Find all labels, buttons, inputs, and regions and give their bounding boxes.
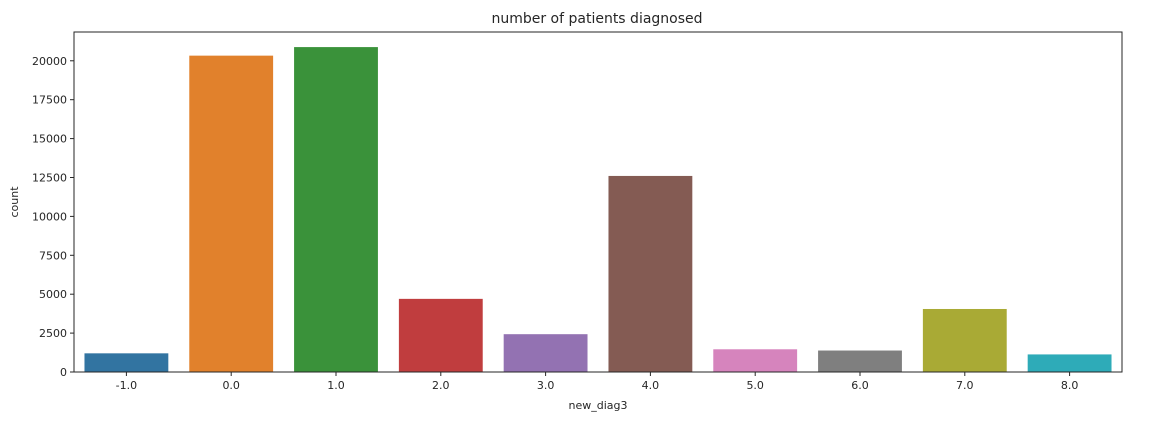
- x-tick-label: 6.0: [851, 379, 869, 392]
- y-axis: 0 2500 5000 7500 10000 12500 15000 17500 20000: [32, 55, 74, 379]
- x-tick-label: 7.0: [956, 379, 974, 392]
- bar-5.0: [713, 349, 798, 372]
- x-axis-label: new_diag3: [569, 399, 628, 412]
- bar-0.0: [189, 55, 274, 373]
- bar-3.0: [503, 334, 588, 372]
- y-tick-label: 2500: [39, 327, 67, 340]
- y-axis-label: count: [8, 186, 21, 218]
- x-tick-label: 3.0: [537, 379, 555, 392]
- bar-4.0: [608, 175, 693, 372]
- bar-6.0: [818, 350, 902, 372]
- x-tick-label: 5.0: [746, 379, 764, 392]
- x-axis: -1.0 0.0 1.0 2.0 3.0 4.0 5.0 6.0 7.0 8.0: [116, 372, 1079, 392]
- y-tick-label: 15000: [32, 133, 67, 146]
- y-tick-label: 7500: [39, 249, 67, 262]
- bar--1.0: [84, 353, 169, 372]
- bar-2.0: [398, 298, 483, 372]
- chart-title: number of patients diagnosed: [491, 11, 702, 27]
- y-tick-label: 12500: [32, 171, 67, 184]
- y-tick-label: 20000: [32, 55, 67, 68]
- y-tick-label: 5000: [39, 288, 67, 301]
- y-tick-label: 10000: [32, 210, 67, 223]
- x-tick-label: 2.0: [432, 379, 450, 392]
- plot-frame: [73, 31, 1123, 373]
- y-tick-label: 0: [60, 366, 67, 379]
- x-tick-label: -1.0: [116, 379, 137, 392]
- x-tick-label: 8.0: [1061, 379, 1079, 392]
- x-tick-label: 4.0: [642, 379, 660, 392]
- x-tick-label: 0.0: [222, 379, 240, 392]
- y-tick-label: 17500: [32, 94, 67, 107]
- bar-7.0: [922, 308, 1007, 372]
- bar-1.0: [294, 47, 378, 373]
- x-tick-label: 1.0: [327, 379, 345, 392]
- bars-group: [84, 47, 1112, 373]
- bar-8.0: [1027, 354, 1112, 372]
